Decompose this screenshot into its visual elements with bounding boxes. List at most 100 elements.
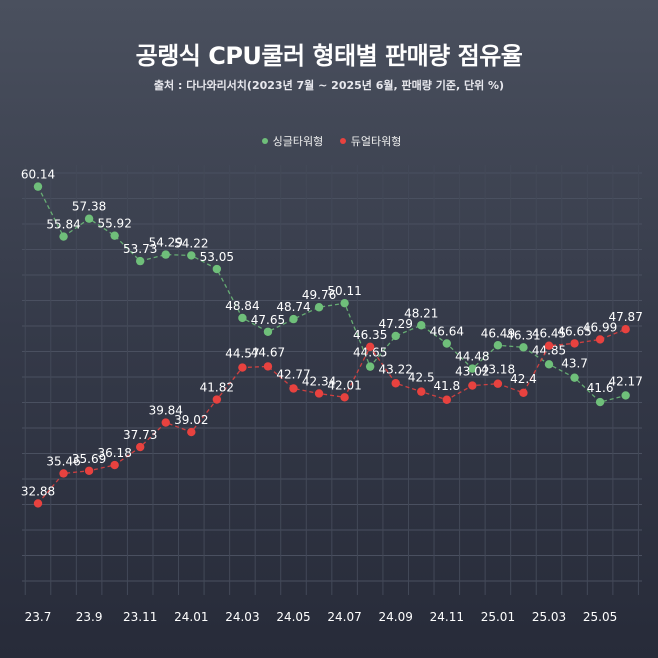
data-label: 55.92 <box>97 217 131 231</box>
data-point <box>263 362 273 371</box>
data-label: 48.84 <box>225 299 259 313</box>
data-point <box>417 321 426 330</box>
data-label: 54.29 <box>149 236 183 250</box>
data-point <box>570 339 579 348</box>
data-label: 42.34 <box>302 374 336 388</box>
data-point <box>59 469 68 478</box>
data-point <box>289 384 298 393</box>
data-label: 43.22 <box>379 362 413 376</box>
data-label: 50.11 <box>327 284 361 298</box>
data-point <box>468 381 477 390</box>
x-tick-label: 24.03 <box>225 610 259 624</box>
data-label: 35.46 <box>46 454 80 468</box>
x-tick-label: 24.09 <box>379 610 413 624</box>
data-point <box>493 379 503 388</box>
data-point <box>212 264 222 274</box>
x-tick-label: 23.7 <box>25 610 52 624</box>
data-label: 49.76 <box>302 288 336 302</box>
data-point <box>595 397 605 407</box>
data-label: 44.65 <box>353 346 387 360</box>
data-point <box>468 364 477 373</box>
x-tick-label: 24.11 <box>430 610 464 624</box>
data-point <box>161 418 170 427</box>
data-label: 57.38 <box>72 200 106 214</box>
x-tick-label: 23.9 <box>76 610 103 624</box>
data-label: 42.4 <box>510 372 537 386</box>
data-point <box>621 325 630 334</box>
data-point <box>314 303 324 312</box>
data-point <box>519 388 528 397</box>
data-point <box>110 231 119 240</box>
data-point <box>493 341 503 350</box>
data-label: 39.84 <box>149 404 183 418</box>
data-point <box>442 395 451 404</box>
x-tick-label: 25.03 <box>532 610 566 624</box>
data-label: 48.74 <box>276 300 310 314</box>
data-label: 43.7 <box>561 357 588 371</box>
x-tick-label: 24.05 <box>276 610 310 624</box>
data-label: 43.18 <box>481 363 515 377</box>
data-point <box>391 379 400 388</box>
data-point <box>136 256 145 266</box>
data-point <box>136 442 145 452</box>
data-label: 42.17 <box>608 374 642 388</box>
data-point <box>544 360 554 369</box>
data-point <box>340 393 349 402</box>
data-label: 47.29 <box>379 317 413 331</box>
legend-item-single[interactable]: 싱글타워형 <box>257 133 324 149</box>
data-point <box>570 373 579 382</box>
legend-label-single: 싱글타워형 <box>272 135 324 148</box>
data-label: 42.01 <box>327 378 361 392</box>
legend: 싱글타워형 듀얼타워형 <box>0 133 658 149</box>
data-label: 55.84 <box>46 218 80 232</box>
data-label: 39.02 <box>174 413 208 427</box>
data-label: 44.48 <box>455 350 489 364</box>
x-tick-label: 25.01 <box>481 610 515 624</box>
data-point <box>263 327 273 336</box>
data-label: 46.64 <box>430 325 464 339</box>
series-line-dual <box>37 328 626 504</box>
data-point <box>340 298 349 308</box>
data-label: 54.22 <box>174 236 208 250</box>
data-label: 46.99 <box>583 320 617 334</box>
x-tick-label: 25.05 <box>583 610 617 624</box>
data-point <box>391 331 400 341</box>
data-label: 46.65 <box>557 324 591 338</box>
data-label: 44.67 <box>251 345 285 359</box>
data-label: 41.8 <box>433 379 460 393</box>
data-point <box>238 313 247 323</box>
data-label: 48.21 <box>404 306 438 320</box>
data-label: 44.85 <box>532 343 566 357</box>
data-label: 43.02 <box>455 365 489 379</box>
data-label: 42.5 <box>408 371 435 385</box>
data-point <box>289 314 298 324</box>
data-label: 41.6 <box>587 381 614 395</box>
data-point <box>33 499 43 508</box>
series-line-single <box>37 186 626 403</box>
data-label: 41.82 <box>200 381 234 395</box>
data-label: 42.77 <box>276 367 310 381</box>
chart-subtitle: 출처 : 다나와리서치(2023년 7월 ~ 2025년 6월, 판매량 기준,… <box>153 79 505 92</box>
legend-item-dual[interactable]: 듀얼타워형 <box>335 133 402 149</box>
data-label: 53.05 <box>200 250 234 264</box>
data-label: 46.31 <box>506 328 540 342</box>
data-label: 47.87 <box>608 310 642 324</box>
data-point <box>84 466 94 475</box>
data-point <box>33 182 43 191</box>
data-label: 53.73 <box>123 242 157 256</box>
data-label: 46.45 <box>532 327 566 341</box>
data-label: 35.69 <box>72 452 106 466</box>
data-label: 44.57 <box>225 347 259 361</box>
data-point <box>84 214 94 223</box>
data-point <box>187 251 196 260</box>
legend-marker-dual <box>339 138 346 144</box>
data-point <box>365 362 375 371</box>
x-tick-label: 24.01 <box>174 610 208 624</box>
data-point <box>442 339 451 348</box>
legend-label-dual: 듀얼타워형 <box>350 135 402 148</box>
data-label: 60.14 <box>21 168 55 182</box>
x-tick-label: 23.11 <box>123 610 157 624</box>
x-tick-label: 24.07 <box>327 610 361 624</box>
data-label: 46.49 <box>481 326 515 340</box>
